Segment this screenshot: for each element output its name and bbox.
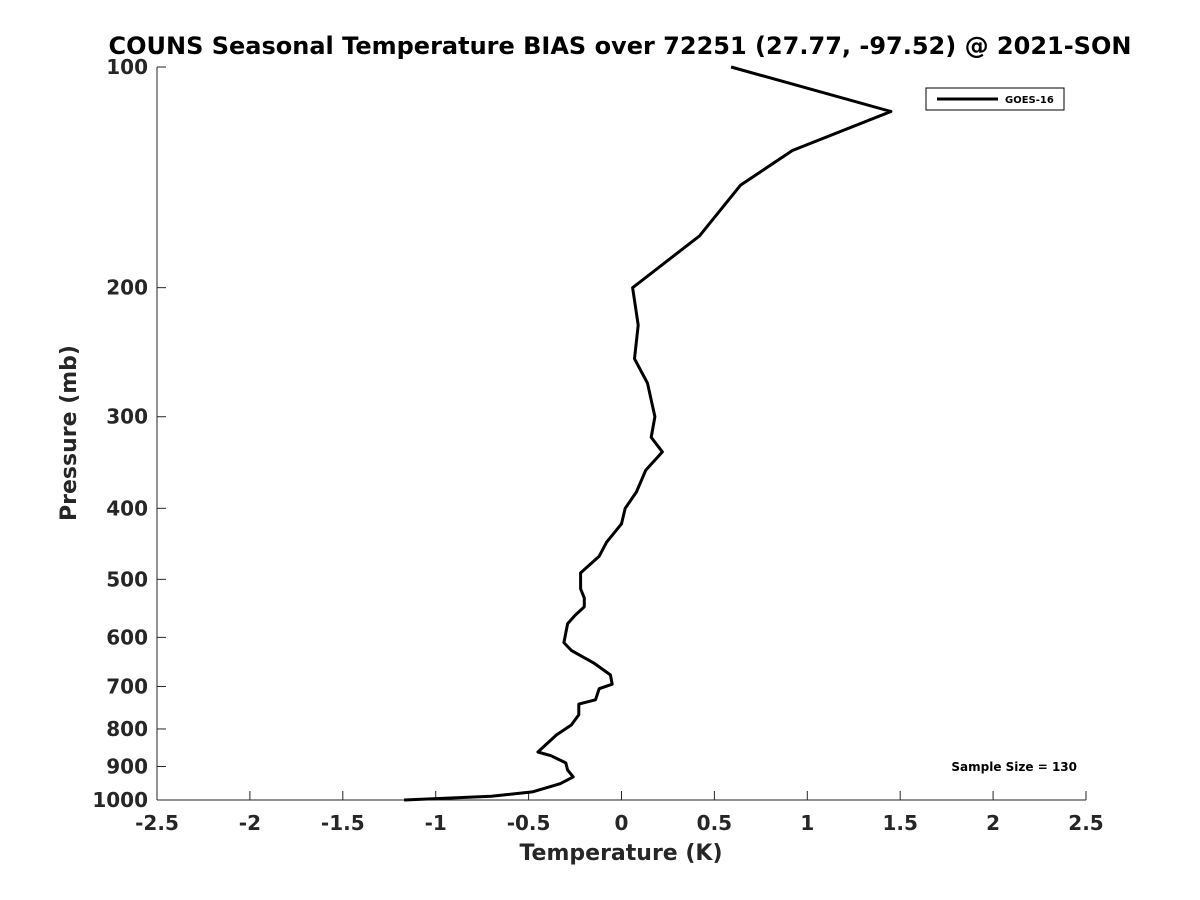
x-tick-label: -2.5 xyxy=(135,811,179,835)
y-tick-label: 600 xyxy=(106,625,148,649)
y-tick-label: 800 xyxy=(106,717,148,741)
x-tick-label: 1.5 xyxy=(882,811,917,835)
x-tick-label: -0.5 xyxy=(507,811,551,835)
chart-title: COUNS Seasonal Temperature BIAS over 722… xyxy=(109,32,1132,60)
x-tick-label: -1 xyxy=(425,811,447,835)
x-tick-label: 2 xyxy=(986,811,1000,835)
y-tick-label: 500 xyxy=(106,567,148,591)
series-layer xyxy=(404,65,893,802)
x-tick-label: -2 xyxy=(239,811,261,835)
legend-label-goes16: GOES-16 xyxy=(1005,95,1054,106)
sample-size-annotation: Sample Size = 130 xyxy=(951,760,1077,774)
y-tick-label: 200 xyxy=(106,276,148,300)
y-axis: 100 200 300 400 500 600 700 800 900 1000 xyxy=(92,55,166,812)
x-tick-label: 0 xyxy=(615,811,629,835)
x-tick-label: 0.5 xyxy=(697,811,732,835)
x-axis: -2.5 -2 -1.5 -1 -0.5 0 0.5 1 1.5 2 2.5 xyxy=(135,791,1104,835)
y-tick-label: 400 xyxy=(106,496,148,520)
x-tick-label: 2.5 xyxy=(1068,811,1103,835)
x-tick-label: -1.5 xyxy=(321,811,365,835)
y-tick-label: 900 xyxy=(106,754,148,778)
x-axis-label: Temperature (K) xyxy=(519,841,722,866)
y-tick-label: 1000 xyxy=(92,788,148,812)
legend: GOES-16 xyxy=(925,87,1065,111)
y-axis-label: Pressure (mb) xyxy=(57,345,82,521)
series-line-goes16 xyxy=(404,65,893,802)
y-tick-label: 300 xyxy=(106,405,148,429)
y-tick-label: 700 xyxy=(106,674,148,698)
x-tick-label: 1 xyxy=(800,811,814,835)
y-tick-label: 100 xyxy=(106,55,148,79)
